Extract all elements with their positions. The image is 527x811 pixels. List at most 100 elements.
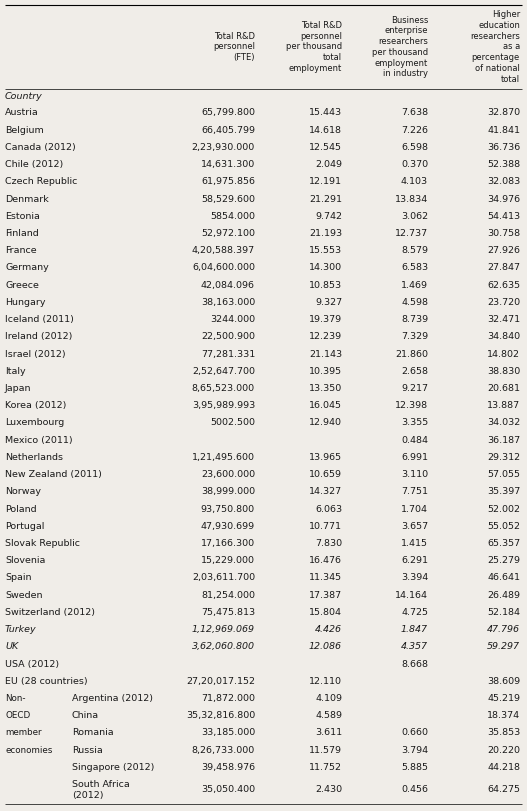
Text: 34.976: 34.976 [487, 195, 520, 204]
Text: 3.355: 3.355 [401, 418, 428, 427]
Text: 45.219: 45.219 [487, 694, 520, 703]
Text: 29.312: 29.312 [487, 453, 520, 462]
Text: 9.327: 9.327 [315, 298, 342, 307]
Text: 1.469: 1.469 [401, 281, 428, 290]
Text: Portugal: Portugal [5, 521, 44, 530]
Text: 64.275: 64.275 [487, 786, 520, 795]
Text: 4.426: 4.426 [315, 625, 342, 634]
Text: 25.279: 25.279 [487, 556, 520, 565]
Text: 5854.000: 5854.000 [210, 212, 255, 221]
Text: 2.430: 2.430 [315, 786, 342, 795]
Text: 2,03,611.700: 2,03,611.700 [192, 573, 255, 582]
Text: 4,20,588.397: 4,20,588.397 [192, 247, 255, 255]
Text: 38,163.000: 38,163.000 [201, 298, 255, 307]
Text: 7.638: 7.638 [401, 109, 428, 118]
Text: 14.164: 14.164 [395, 590, 428, 599]
Text: Chile (2012): Chile (2012) [5, 160, 63, 169]
Text: 8.579: 8.579 [401, 247, 428, 255]
Text: 12.110: 12.110 [309, 676, 342, 686]
Text: 35,32,816.800: 35,32,816.800 [186, 711, 255, 720]
Text: 0.484: 0.484 [401, 436, 428, 444]
Text: 20.220: 20.220 [487, 745, 520, 754]
Text: Mexico (2011): Mexico (2011) [5, 436, 73, 444]
Text: member: member [5, 728, 42, 737]
Text: UK: UK [5, 642, 18, 651]
Text: 10.659: 10.659 [309, 470, 342, 479]
Text: 4.598: 4.598 [401, 298, 428, 307]
Text: 35.853: 35.853 [487, 728, 520, 737]
Text: 13.965: 13.965 [309, 453, 342, 462]
Text: 52.002: 52.002 [487, 504, 520, 513]
Text: Russia: Russia [72, 745, 103, 754]
Text: 55.052: 55.052 [487, 521, 520, 530]
Text: Finland: Finland [5, 229, 39, 238]
Text: 30.758: 30.758 [487, 229, 520, 238]
Text: 17,166.300: 17,166.300 [201, 539, 255, 548]
Text: 14.300: 14.300 [309, 264, 342, 272]
Text: 65,799.800: 65,799.800 [201, 109, 255, 118]
Text: 6.063: 6.063 [315, 504, 342, 513]
Text: Estonia: Estonia [5, 212, 40, 221]
Text: 11.579: 11.579 [309, 745, 342, 754]
Text: 10.771: 10.771 [309, 521, 342, 530]
Text: 14,631.300: 14,631.300 [201, 160, 255, 169]
Text: Higher
education
researchers
as a
percentage
of national
total: Higher education researchers as a percen… [470, 11, 520, 84]
Text: 8,26,733.000: 8,26,733.000 [192, 745, 255, 754]
Text: 11.752: 11.752 [309, 763, 342, 772]
Text: 6.291: 6.291 [401, 556, 428, 565]
Text: 6.583: 6.583 [401, 264, 428, 272]
Text: France: France [5, 247, 36, 255]
Text: 34.840: 34.840 [487, 333, 520, 341]
Text: 27,20,017.152: 27,20,017.152 [186, 676, 255, 686]
Text: 4.357: 4.357 [401, 642, 428, 651]
Text: Austria: Austria [5, 109, 39, 118]
Text: 1.847: 1.847 [401, 625, 428, 634]
Text: Slovak Republic: Slovak Republic [5, 539, 80, 548]
Text: 66,405.799: 66,405.799 [201, 126, 255, 135]
Text: 14.802: 14.802 [487, 350, 520, 358]
Text: 61,975.856: 61,975.856 [201, 178, 255, 187]
Text: 22,500.900: 22,500.900 [201, 333, 255, 341]
Text: 21.143: 21.143 [309, 350, 342, 358]
Text: 8,65,523.000: 8,65,523.000 [192, 384, 255, 393]
Text: 6.598: 6.598 [401, 143, 428, 152]
Text: 81,254.000: 81,254.000 [201, 590, 255, 599]
Text: 6.991: 6.991 [401, 453, 428, 462]
Text: 1.415: 1.415 [401, 539, 428, 548]
Text: 33,185.000: 33,185.000 [201, 728, 255, 737]
Text: 35.397: 35.397 [487, 487, 520, 496]
Text: 38.609: 38.609 [487, 676, 520, 686]
Text: 9.742: 9.742 [315, 212, 342, 221]
Text: 36.736: 36.736 [487, 143, 520, 152]
Text: 5002.500: 5002.500 [210, 418, 255, 427]
Text: China: China [72, 711, 99, 720]
Text: 39,458.976: 39,458.976 [201, 763, 255, 772]
Text: 8.739: 8.739 [401, 315, 428, 324]
Text: Japan: Japan [5, 384, 32, 393]
Text: 54.413: 54.413 [487, 212, 520, 221]
Text: 7.329: 7.329 [401, 333, 428, 341]
Text: Belgium: Belgium [5, 126, 44, 135]
Text: 75,475.813: 75,475.813 [201, 608, 255, 617]
Text: Greece: Greece [5, 281, 39, 290]
Text: 13.350: 13.350 [309, 384, 342, 393]
Text: South Africa
(2012): South Africa (2012) [72, 780, 130, 800]
Text: 14.618: 14.618 [309, 126, 342, 135]
Text: 0.456: 0.456 [401, 786, 428, 795]
Text: 4.725: 4.725 [401, 608, 428, 617]
Text: USA (2012): USA (2012) [5, 659, 59, 668]
Text: 14.327: 14.327 [309, 487, 342, 496]
Text: 52,972.100: 52,972.100 [201, 229, 255, 238]
Text: 2.658: 2.658 [401, 367, 428, 375]
Text: 0.370: 0.370 [401, 160, 428, 169]
Text: Norway: Norway [5, 487, 41, 496]
Text: 38.830: 38.830 [487, 367, 520, 375]
Text: 2,52,647.700: 2,52,647.700 [192, 367, 255, 375]
Text: Romania: Romania [72, 728, 114, 737]
Text: 10.853: 10.853 [309, 281, 342, 290]
Text: 57.055: 57.055 [487, 470, 520, 479]
Text: 36.187: 36.187 [487, 436, 520, 444]
Text: Czech Republic: Czech Republic [5, 178, 77, 187]
Text: Luxembourg: Luxembourg [5, 418, 64, 427]
Text: Non-: Non- [5, 694, 25, 703]
